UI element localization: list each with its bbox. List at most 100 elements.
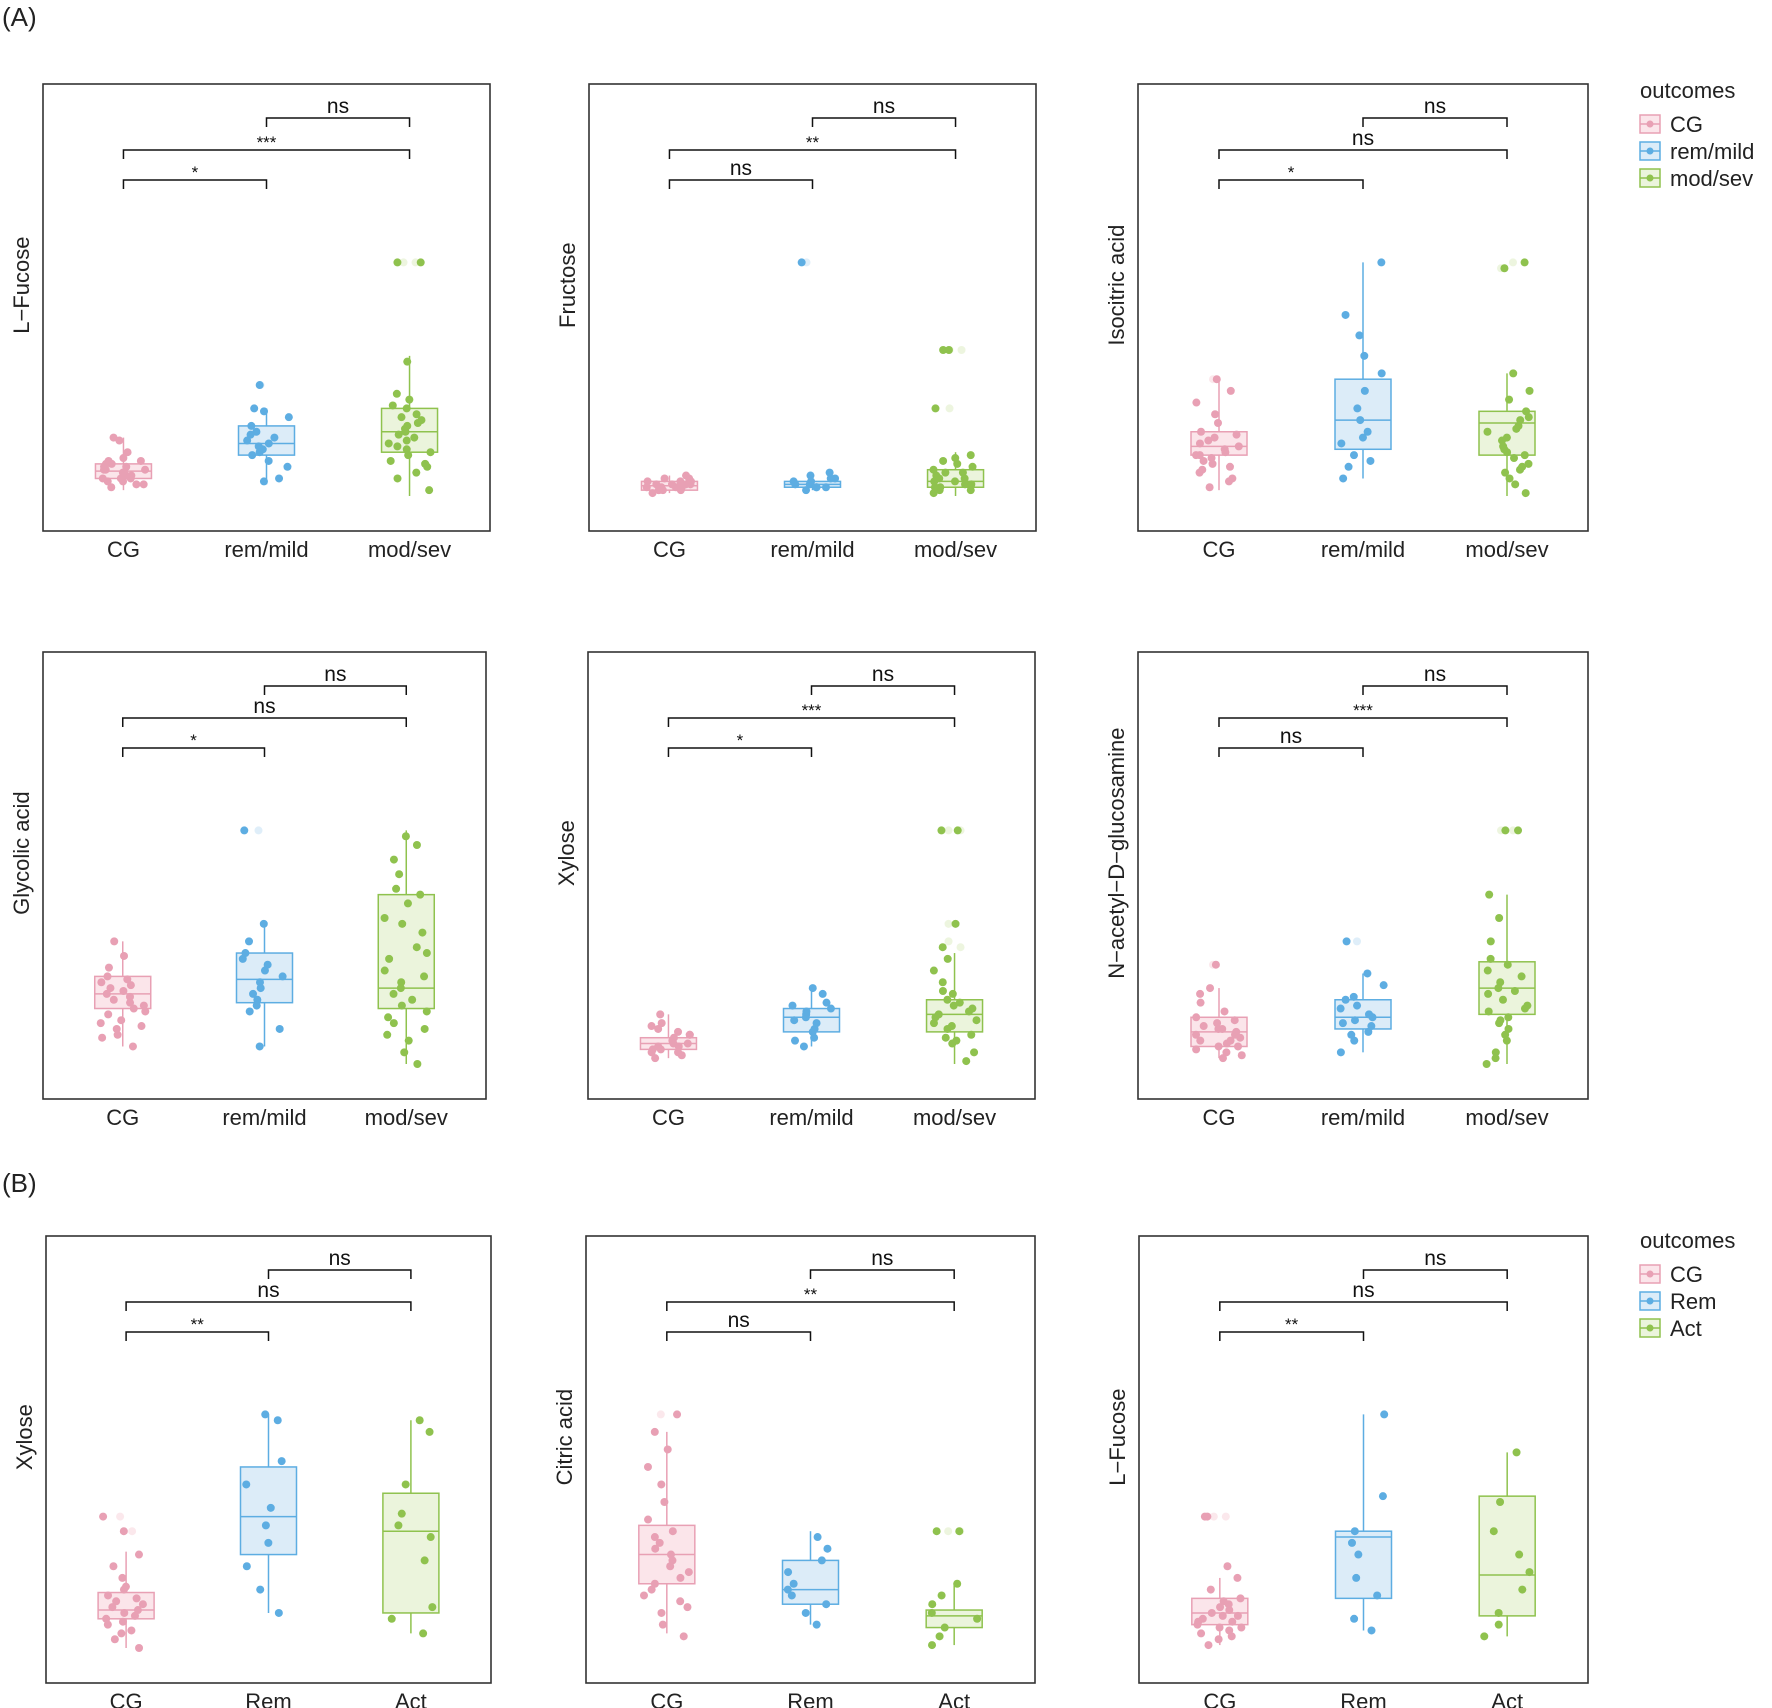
- data-point: [107, 483, 116, 492]
- data-point: [255, 381, 264, 390]
- significance-label: ns: [872, 663, 894, 686]
- significance-bracket: [668, 149, 957, 159]
- data-point: [791, 480, 800, 489]
- significance-label: **: [806, 133, 820, 152]
- data-point: [1230, 1016, 1239, 1025]
- data-point: [426, 448, 435, 457]
- data-point: [278, 972, 287, 981]
- data-point: [953, 826, 962, 835]
- data-point: [937, 826, 946, 835]
- legend-item-label: Rem: [1670, 1289, 1716, 1314]
- data-point: [1199, 1022, 1208, 1031]
- box-iqr: [1334, 1530, 1393, 1600]
- data-point: [644, 1515, 653, 1524]
- data-point: [393, 442, 402, 451]
- y-axis-label: Fructose: [555, 242, 580, 328]
- data-point: [388, 401, 397, 410]
- data-point: [398, 919, 407, 928]
- data-point: [663, 1445, 672, 1454]
- data-point: [1206, 984, 1215, 993]
- legend-key: [1639, 168, 1661, 188]
- data-point: [654, 1024, 663, 1033]
- data-point: [937, 1591, 946, 1600]
- significance-label: ns: [253, 695, 275, 718]
- data-point: [817, 1556, 826, 1565]
- data-point: [1496, 1498, 1505, 1506]
- panel-frame: [585, 1235, 1036, 1684]
- data-point: [416, 890, 425, 899]
- outlier-point: [945, 404, 954, 413]
- data-point: [932, 1527, 941, 1536]
- data-point: [1336, 1004, 1345, 1013]
- data-point: [784, 1568, 793, 1577]
- data-point: [106, 984, 115, 993]
- data-point: [389, 1019, 398, 1028]
- significance-label: ns: [1280, 725, 1302, 748]
- data-point: [790, 1016, 799, 1025]
- data-point: [250, 404, 259, 413]
- data-point: [928, 1641, 937, 1650]
- data-point: [1196, 989, 1205, 998]
- significance-label: *: [190, 731, 197, 750]
- significance-label: ns: [730, 157, 752, 180]
- x-tick-label: Rem: [1340, 1689, 1386, 1708]
- data-point: [419, 1629, 428, 1638]
- data-point: [1213, 419, 1222, 427]
- data-point: [402, 445, 411, 454]
- outlier-point: [944, 937, 953, 946]
- significance-bracket: [666, 1301, 955, 1311]
- data-point: [383, 1030, 392, 1039]
- significance-bracket: [1362, 117, 1508, 127]
- significance-bracket: [1362, 685, 1508, 695]
- data-point: [126, 981, 135, 990]
- significance-label: ns: [871, 1247, 893, 1270]
- outlier-point: [1509, 258, 1517, 267]
- data-point: [951, 477, 960, 486]
- data-point: [1344, 462, 1353, 471]
- data-point: [1338, 1019, 1347, 1028]
- data-point: [408, 995, 417, 1004]
- x-tick-label: mod/sev: [365, 1105, 448, 1130]
- data-point: [133, 1606, 142, 1615]
- data-point: [1212, 375, 1221, 384]
- data-point: [1494, 984, 1503, 993]
- data-point: [397, 413, 406, 422]
- data-point: [1196, 1036, 1205, 1045]
- data-point: [245, 1007, 254, 1016]
- data-point: [930, 483, 939, 492]
- data-point: [127, 471, 136, 480]
- data-point: [125, 992, 134, 1001]
- data-point: [684, 1568, 693, 1577]
- data-point: [1358, 433, 1367, 442]
- data-point: [1352, 1573, 1361, 1582]
- data-point: [1521, 489, 1530, 498]
- data-point: [393, 474, 402, 483]
- data-point: [421, 459, 430, 468]
- data-point: [132, 1594, 141, 1603]
- data-point: [961, 480, 970, 489]
- data-point: [139, 1001, 148, 1010]
- data-point: [264, 439, 273, 448]
- data-point: [420, 972, 429, 981]
- data-point: [929, 1019, 938, 1028]
- data-point: [393, 258, 402, 267]
- data-point: [400, 1048, 409, 1057]
- data-point: [1237, 1051, 1246, 1060]
- data-point: [660, 474, 669, 483]
- data-point: [1480, 1632, 1489, 1641]
- data-point: [1224, 477, 1233, 486]
- data-point: [99, 1512, 108, 1521]
- data-point: [1233, 1573, 1242, 1582]
- data-point: [1517, 972, 1526, 981]
- data-point: [260, 407, 269, 416]
- data-point: [674, 1048, 683, 1057]
- significance-label: ns: [873, 95, 895, 118]
- data-point: [812, 483, 821, 492]
- x-tick-label: Rem: [787, 1689, 833, 1708]
- data-point: [275, 1024, 284, 1033]
- data-point: [650, 1579, 659, 1588]
- data-point: [1498, 995, 1507, 1004]
- data-point: [1232, 430, 1241, 439]
